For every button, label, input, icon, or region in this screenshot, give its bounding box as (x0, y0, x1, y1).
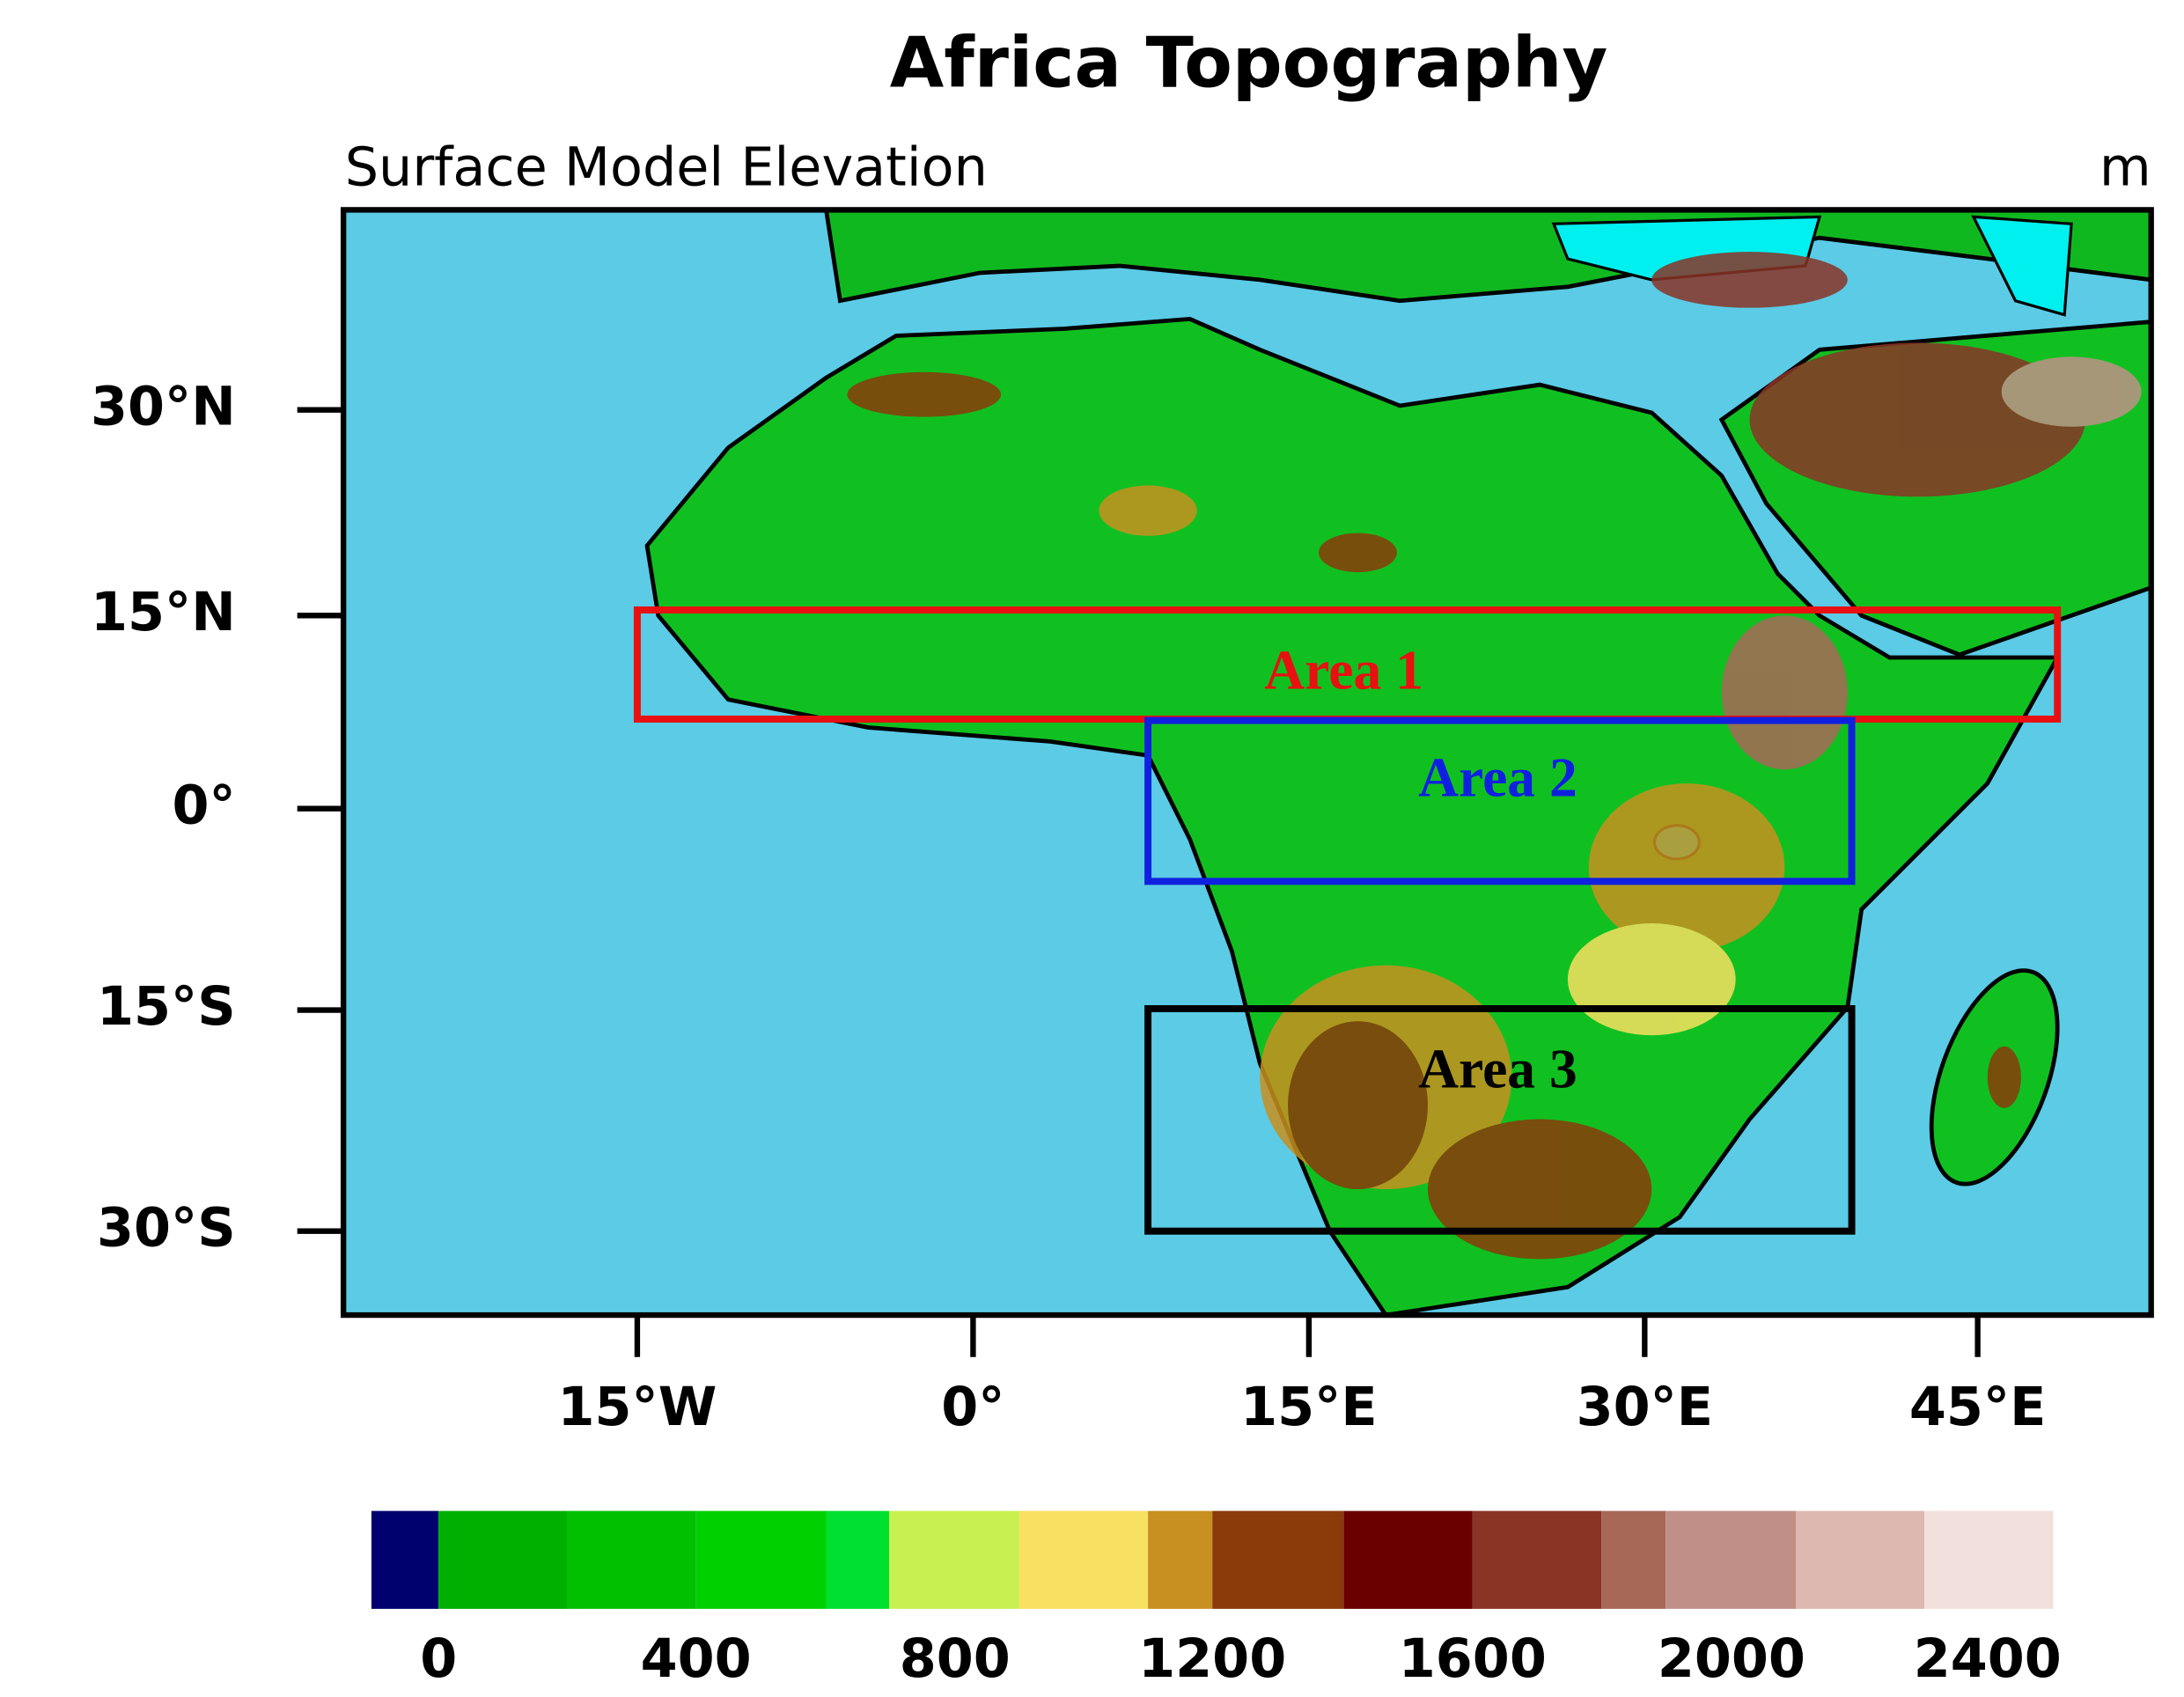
lat-label: 0° (173, 775, 236, 836)
relief (1567, 923, 1736, 1036)
colorbar-swatch (826, 1510, 890, 1609)
lon-label: 30°E (1577, 1377, 1713, 1438)
lon-label: 15°W (558, 1377, 717, 1438)
area-box (1144, 1005, 1856, 1235)
map-frame (340, 207, 2154, 1319)
colorbar-swatch (1472, 1510, 1602, 1609)
subtitle: Surface Model Elevation (345, 137, 988, 199)
colorbar-label: 400 (641, 1628, 752, 1690)
relief (1288, 1021, 1428, 1190)
caspian-sea (1971, 215, 2073, 317)
relief (1987, 1046, 2021, 1108)
africa (644, 316, 2062, 1316)
colorbar-swatch (695, 1510, 827, 1609)
relief (1588, 783, 1785, 951)
colorbar-label: 0 (420, 1628, 457, 1690)
colorbar-swatch (438, 1510, 568, 1609)
colorbar-swatch (889, 1510, 1019, 1609)
relief (1651, 252, 1848, 308)
europe (824, 209, 2151, 304)
colorbar-swatch (1212, 1510, 1344, 1609)
relief (1318, 533, 1397, 573)
lat-label: 30°N (91, 376, 236, 437)
colorbar-swatch (371, 1510, 439, 1609)
colorbar-swatch (1666, 1510, 1796, 1609)
lat-label: 15°S (97, 976, 236, 1038)
colorbar-swatch (1343, 1510, 1473, 1609)
relief (1099, 485, 1197, 536)
relief (1749, 342, 2086, 497)
lon-label: 15°E (1240, 1377, 1377, 1438)
colorbar-swatch (1148, 1510, 1213, 1609)
colorbar-label: 800 (900, 1628, 1011, 1690)
colorbar-label: 2400 (1914, 1628, 2062, 1690)
colorbar-label: 2000 (1658, 1628, 1805, 1690)
lon-label: 45°E (1909, 1377, 2046, 1438)
colorbar-swatch (567, 1510, 696, 1609)
lat-label: 15°N (91, 582, 236, 643)
map-panel (340, 207, 2154, 1319)
colorbar-swatch (1018, 1510, 1149, 1609)
colorbar-swatch (1795, 1510, 1925, 1609)
lon-label: 0° (941, 1377, 1004, 1438)
colorbar-swatch (1601, 1510, 1666, 1609)
unit: m (2099, 137, 2151, 199)
lat-label: 30°S (97, 1197, 236, 1259)
relief (847, 371, 1002, 417)
area-label: Area 1 (1264, 638, 1423, 701)
area-label: Area 3 (1418, 1037, 1577, 1099)
colorbar-label: 1600 (1399, 1628, 1547, 1690)
colorbar-swatch (1924, 1510, 2054, 1609)
relief (1427, 1119, 1652, 1260)
title: Africa Topography (890, 21, 1608, 103)
area-label: Area 2 (1418, 746, 1577, 809)
relief (1721, 615, 1848, 770)
area-box (1144, 716, 1856, 885)
colorbar-label: 1200 (1138, 1628, 1286, 1690)
relief (2001, 356, 2142, 427)
